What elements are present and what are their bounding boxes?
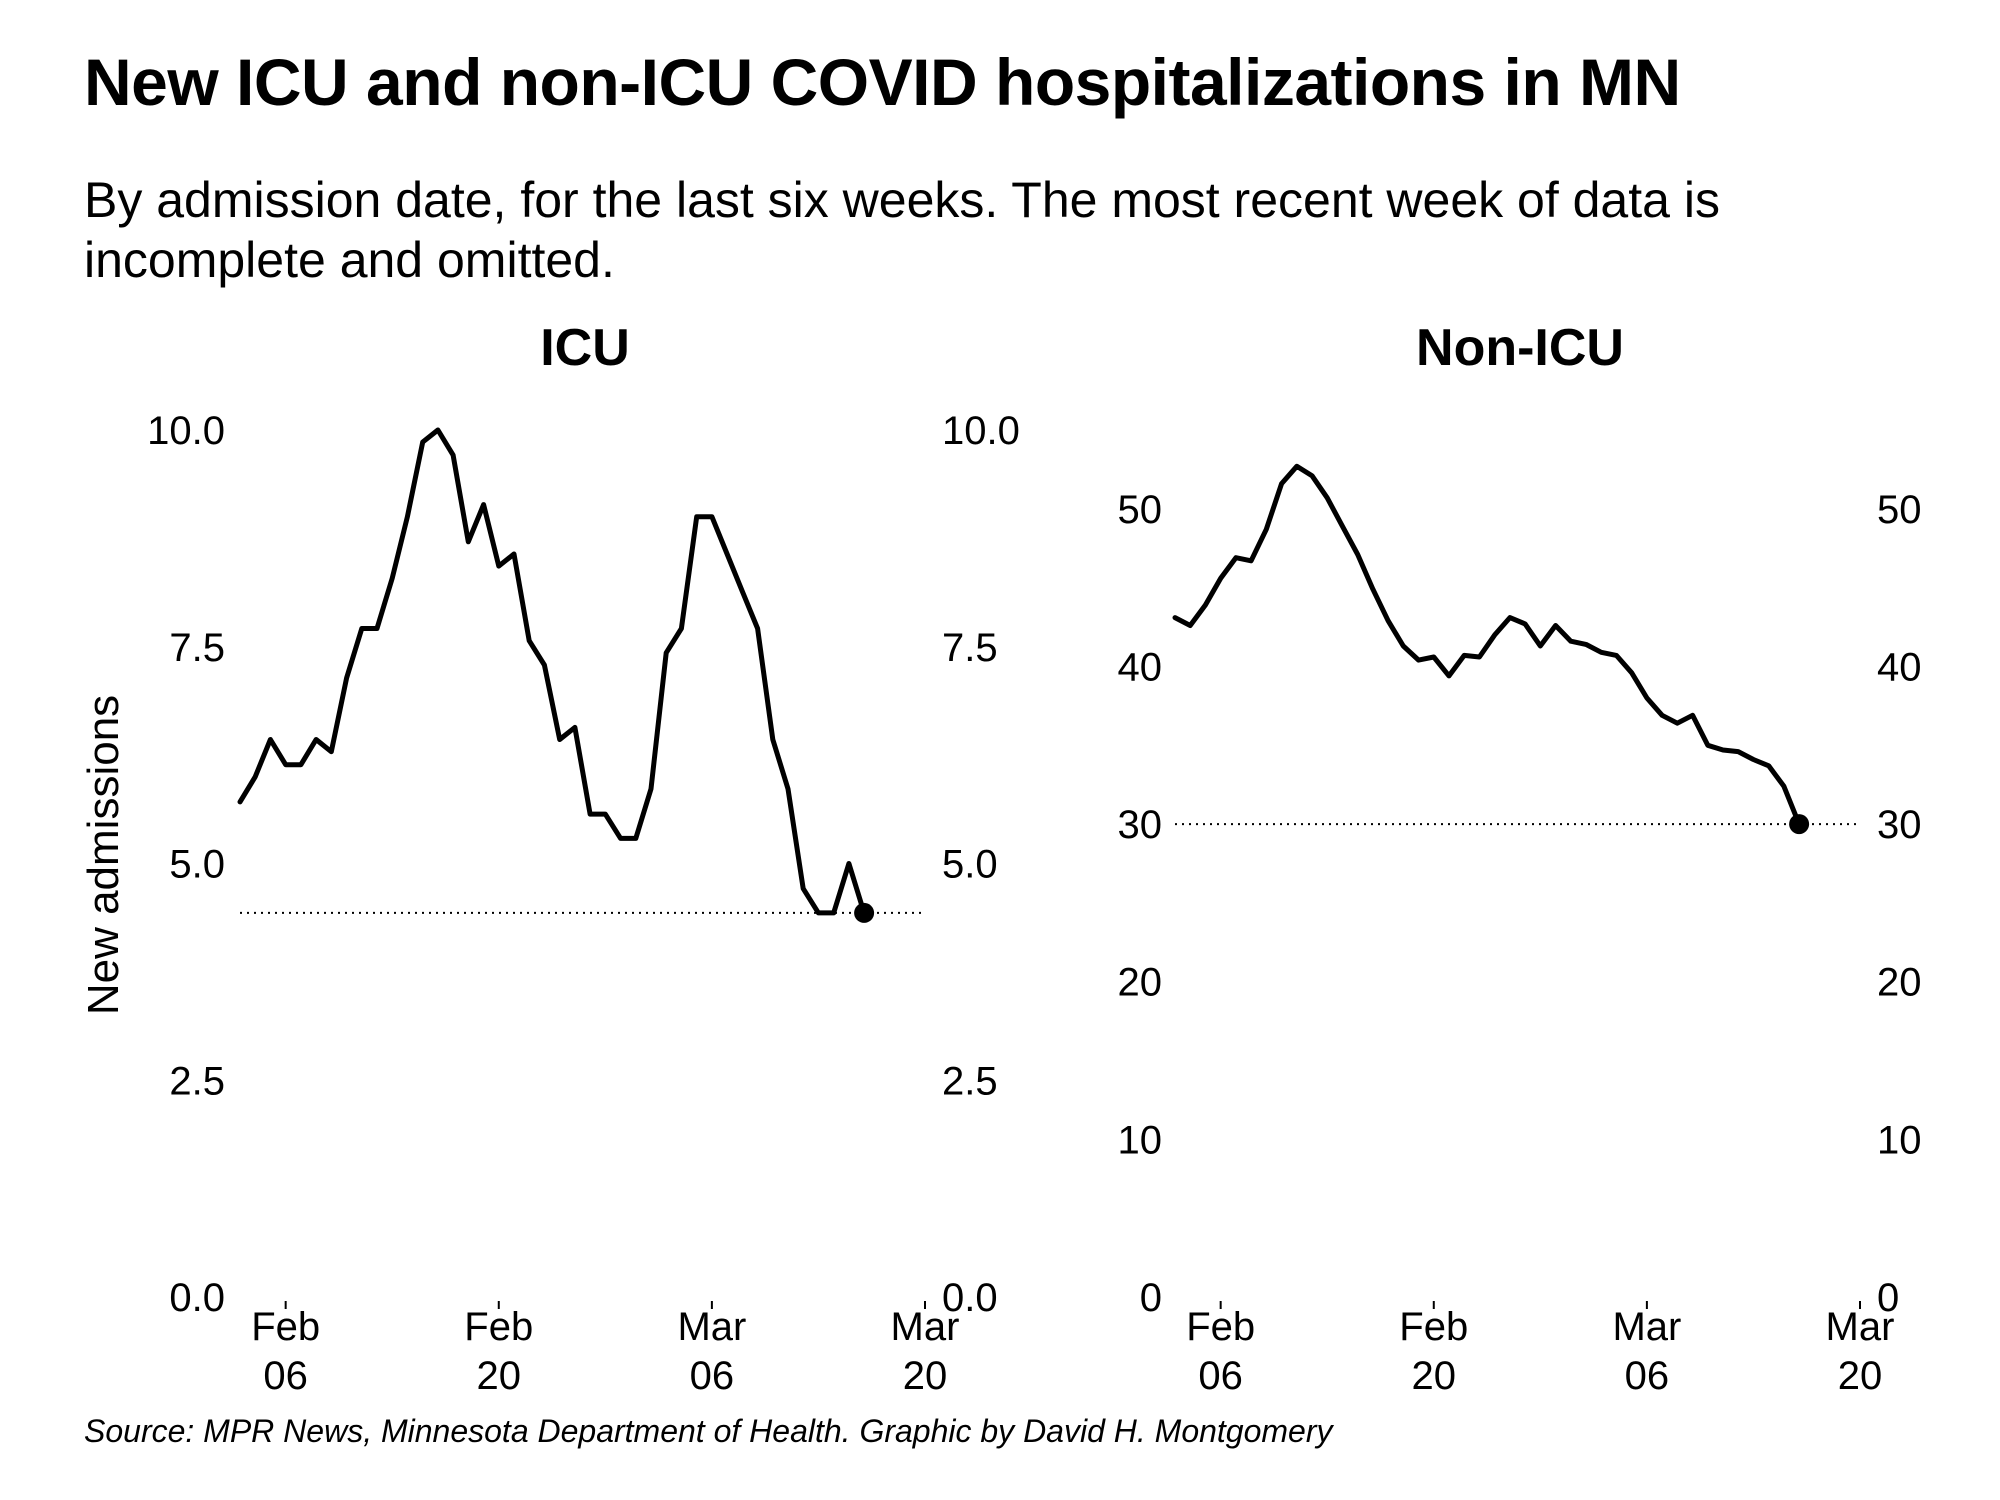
- non-icu-y-tick-label-right: 30: [1877, 803, 1922, 847]
- non-icu-y-tick-label-right: 40: [1877, 645, 1922, 689]
- source-credit: Source: MPR News, Minnesota Department o…: [84, 1413, 1333, 1449]
- icu-y-tick-label-left: 0.0: [169, 1276, 225, 1320]
- non-icu-y-tick-label-right: 20: [1877, 961, 1922, 1005]
- non-icu-y-tick-label-left: 0: [1140, 1276, 1162, 1320]
- icu-panel-title: ICU: [540, 319, 630, 377]
- non-icu-y-tick-label-left: 40: [1118, 645, 1163, 689]
- non-icu-y-tick-label-right: 0: [1877, 1276, 1899, 1320]
- non-icu-x-tick-month: Feb: [1186, 1305, 1255, 1349]
- y-axis-label: New admissions: [79, 695, 128, 1015]
- non-icu-x-tick-day: 20: [1412, 1354, 1457, 1398]
- non-icu-y-tick-label-left: 50: [1118, 488, 1163, 532]
- icu-x-tick-month: Mar: [677, 1305, 746, 1349]
- non-icu-y-tick-label-left: 10: [1118, 1118, 1163, 1162]
- non-icu-panel-title: Non-ICU: [1416, 319, 1624, 377]
- page-subtitle: By admission date, for the last six week…: [84, 172, 1720, 288]
- non-icu-y-tick-label-left: 30: [1118, 803, 1163, 847]
- icu-y-tick-label-left: 7.5: [169, 626, 225, 670]
- icu-y-tick-label-left: 2.5: [169, 1059, 225, 1103]
- icu-x-tick-month: Feb: [251, 1305, 320, 1349]
- icu-y-tick-label-left: 5.0: [169, 843, 225, 887]
- non-icu-x-tick-month: Feb: [1399, 1305, 1468, 1349]
- icu-y-tick-label-right: 2.5: [942, 1059, 998, 1103]
- icu-y-tick-label-right: 10.0: [942, 409, 1020, 453]
- icu-y-tick-label-left: 10.0: [147, 409, 225, 453]
- icu-y-tick-label-right: 0.0: [942, 1276, 998, 1320]
- icu-y-tick-label-right: 5.0: [942, 843, 998, 887]
- non-icu-x-tick-day: 06: [1198, 1354, 1243, 1398]
- icu-x-tick-month: Mar: [891, 1305, 960, 1349]
- non-icu-x-tick-month: Mar: [1826, 1305, 1895, 1349]
- icu-y-tick-label-right: 7.5: [942, 626, 998, 670]
- icu-series-line: [237, 427, 867, 916]
- icu-x-tick-day: 06: [263, 1354, 308, 1398]
- icu-x-tick-day: 20: [903, 1354, 948, 1398]
- icu-x-tick-month: Feb: [464, 1305, 533, 1349]
- non-icu-x-tick-month: Mar: [1612, 1305, 1681, 1349]
- icu-last-point: [854, 902, 875, 923]
- non-icu-y-tick-label-right: 50: [1877, 488, 1922, 532]
- non-icu-y-tick-label-left: 20: [1118, 961, 1163, 1005]
- non-icu-series-line: [1172, 463, 1802, 827]
- icu-x-tick-day: 06: [690, 1354, 735, 1398]
- icu-x-tick-day: 20: [477, 1354, 522, 1398]
- non-icu-x-tick-day: 20: [1838, 1354, 1883, 1398]
- non-icu-last-point: [1789, 814, 1810, 835]
- page-title: New ICU and non-ICU COVID hospitalizatio…: [84, 45, 1681, 119]
- non-icu-y-tick-label-right: 10: [1877, 1118, 1922, 1162]
- non-icu-x-tick-day: 06: [1625, 1354, 1670, 1398]
